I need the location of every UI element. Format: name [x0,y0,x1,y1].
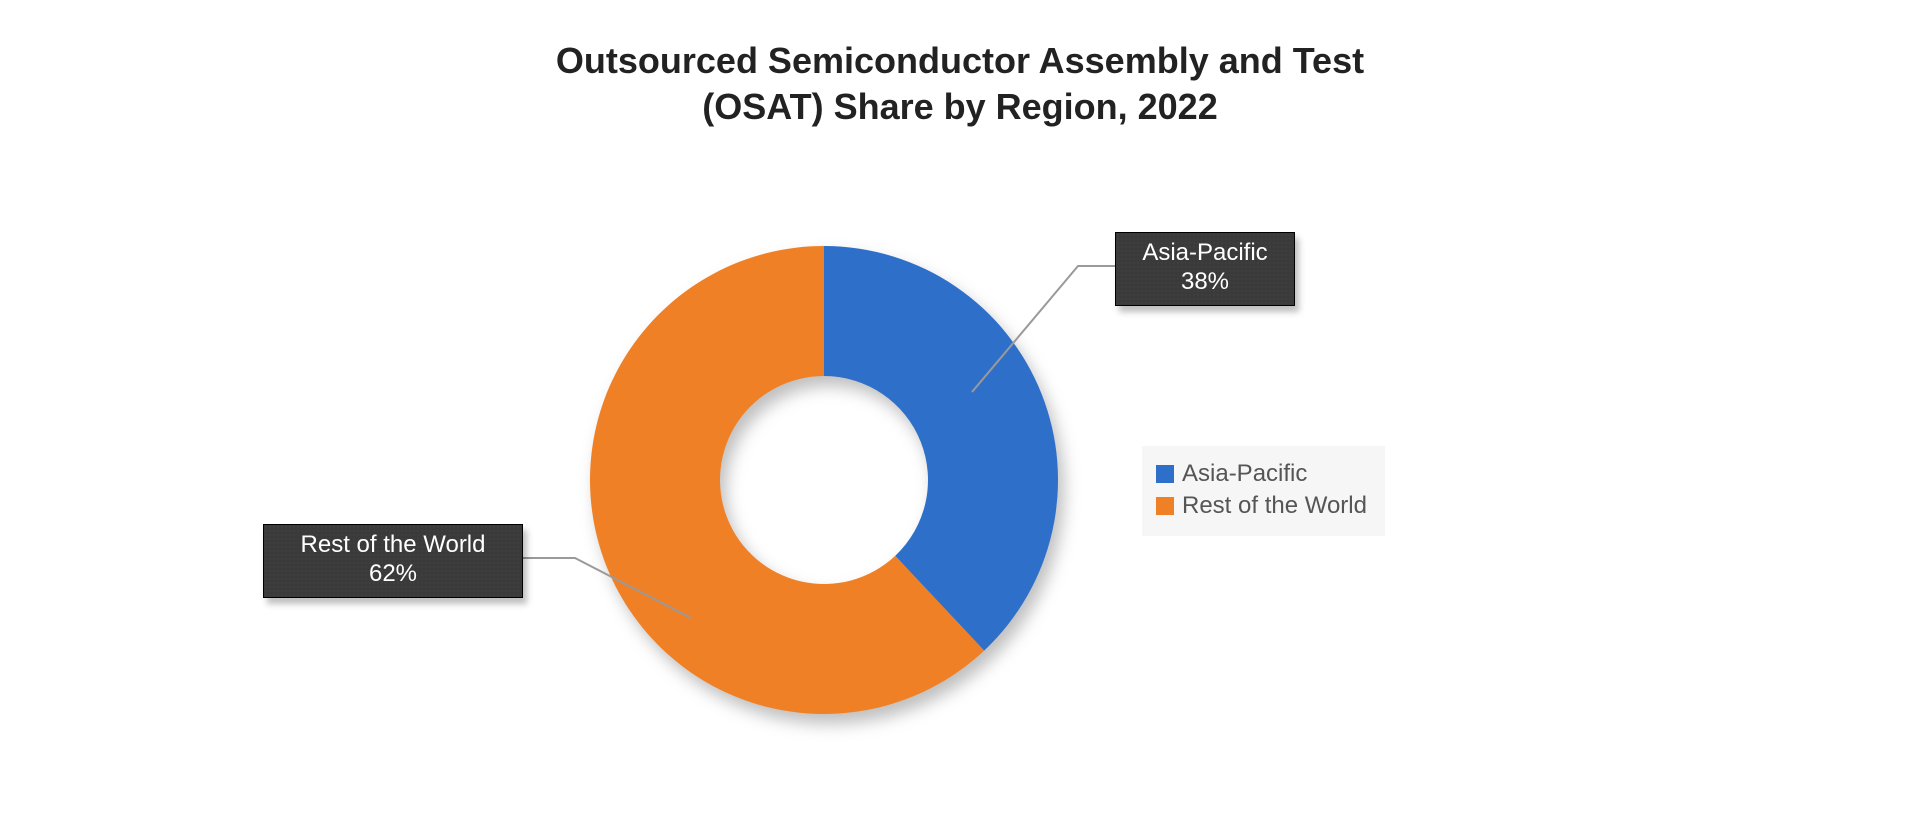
legend-swatch-asia-pacific [1156,465,1174,483]
leader-line [972,266,1115,392]
legend-item-rest-of-world: Rest of the World [1156,492,1367,520]
leader-line [523,558,691,618]
callout-asia-pacific-value: 38% [1130,268,1280,297]
chart-legend: Asia-Pacific Rest of the World [1142,446,1385,536]
callout-rest-of-world: Rest of the World 62% [263,524,523,598]
legend-swatch-rest-of-world [1156,497,1174,515]
callout-asia-pacific-name: Asia-Pacific [1130,239,1280,268]
legend-label-asia-pacific: Asia-Pacific [1182,460,1307,488]
legend-label-rest-of-world: Rest of the World [1182,492,1367,520]
legend-item-asia-pacific: Asia-Pacific [1156,460,1367,488]
callout-rest-of-world-name: Rest of the World [278,531,508,560]
callout-leader-lines [0,0,1920,818]
callout-rest-of-world-value: 62% [278,560,508,589]
callout-asia-pacific: Asia-Pacific 38% [1115,232,1295,306]
